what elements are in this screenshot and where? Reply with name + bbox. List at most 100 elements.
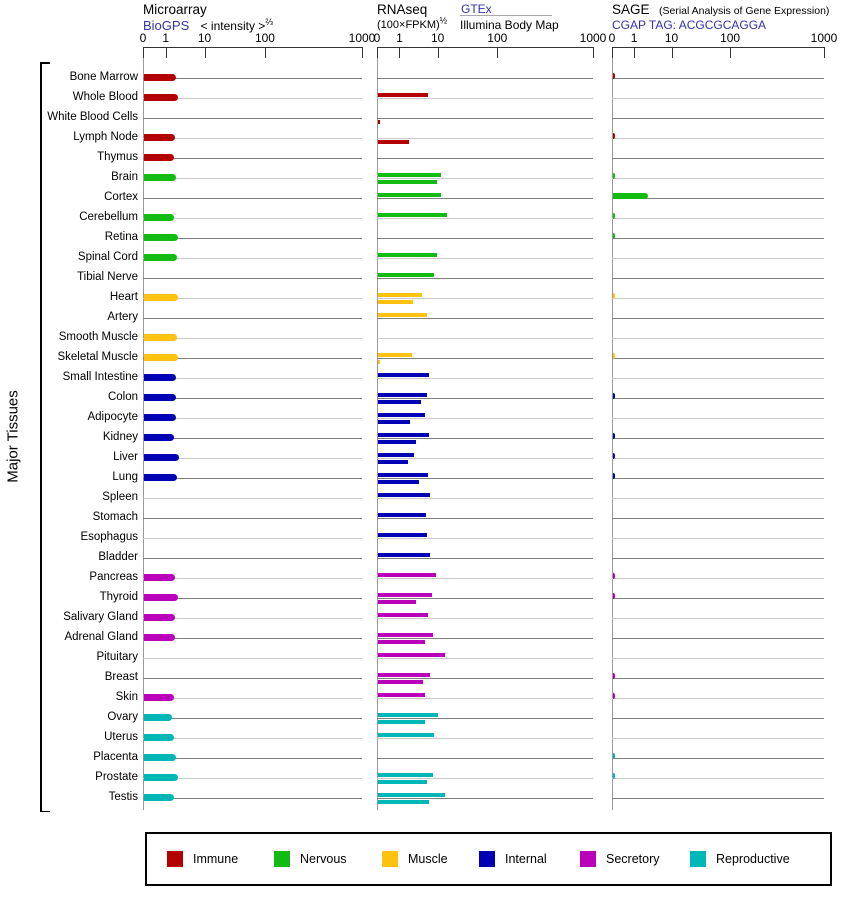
tissue-label: Artery xyxy=(107,311,138,323)
row-line xyxy=(612,498,824,499)
rnaseq-illumina-bar xyxy=(378,140,410,144)
row-line xyxy=(143,138,362,139)
row-line xyxy=(377,378,593,379)
axis-tick xyxy=(497,47,499,58)
row-line xyxy=(377,138,593,139)
row-line xyxy=(612,418,824,419)
legend-swatch-muscle xyxy=(382,851,398,867)
row-line xyxy=(377,78,593,79)
rnaseq-gtex-bar xyxy=(378,633,433,637)
rnaseq-gtex-bar xyxy=(378,493,430,497)
row-line xyxy=(143,578,362,579)
rnaseq-unit-exponent: ½ xyxy=(439,15,448,26)
axis-baseline xyxy=(377,47,594,48)
row-line xyxy=(612,198,824,199)
sage-subtitle: (Serial Analysis of Gene Expression) xyxy=(659,5,830,17)
sage-title: SAGE xyxy=(612,2,650,17)
row-line xyxy=(377,558,593,559)
gtex-link[interactable]: GTEx xyxy=(461,2,492,16)
row-line xyxy=(377,278,593,279)
sage-bar xyxy=(613,453,616,459)
tissue-label: Prostate xyxy=(95,771,138,783)
tissue-label: Small Intestine xyxy=(62,371,138,383)
tissue-label: Skin xyxy=(115,691,138,703)
rnaseq-gtex-bar xyxy=(378,193,442,197)
microarray-bar xyxy=(144,254,177,261)
row-line xyxy=(377,758,593,759)
row-line xyxy=(143,558,362,559)
tissue-label: Ovary xyxy=(107,711,138,723)
row-line xyxy=(612,638,824,639)
cgap-tag-link[interactable]: CGAP TAG: ACGCGCAGGA xyxy=(612,18,767,32)
row-line xyxy=(143,398,362,399)
row-line xyxy=(143,678,362,679)
tissue-label: Retina xyxy=(104,231,138,243)
row-line xyxy=(377,538,593,539)
row-line xyxy=(377,98,593,99)
row-line xyxy=(377,598,593,599)
rnaseq-gtex-bar xyxy=(378,433,430,437)
axis-tick xyxy=(824,47,825,58)
microarray-bar xyxy=(144,294,178,301)
row-line xyxy=(143,518,362,519)
axis-tick-label: 10 xyxy=(197,31,212,45)
tissue-label: Salivary Gland xyxy=(63,611,138,623)
row-line xyxy=(377,638,593,639)
rnaseq-gtex-bar xyxy=(378,653,446,657)
row-line xyxy=(377,738,593,739)
row-line xyxy=(612,658,824,659)
tissue-label: White Blood Cells xyxy=(47,111,138,123)
row-line xyxy=(377,438,593,439)
microarray-bar xyxy=(144,234,179,241)
microarray-bar xyxy=(144,594,179,601)
row-line xyxy=(143,438,362,439)
sage-bar xyxy=(613,233,616,239)
tissue-bracket-bottom-arm xyxy=(40,810,50,812)
axis-tick-label: 1 xyxy=(162,31,170,45)
rnaseq-gtex-bar xyxy=(378,673,430,677)
sage-bar xyxy=(613,473,616,479)
row-line xyxy=(612,218,824,219)
axis-tick xyxy=(377,47,378,58)
tissue-label: Cerebellum xyxy=(79,211,138,223)
microarray-bar xyxy=(144,334,177,341)
panel-left-border xyxy=(612,47,613,810)
rnaseq-gtex-bar xyxy=(378,473,428,477)
row-line xyxy=(377,338,593,339)
tissue-bracket-top-arm xyxy=(40,62,50,64)
rnaseq-illumina-bar xyxy=(378,600,417,604)
rnaseq-gtex-bar xyxy=(378,513,426,517)
tissue-label: Heart xyxy=(109,291,138,303)
microarray-bar xyxy=(144,634,175,641)
tissue-label: Uterus xyxy=(104,731,138,743)
row-line xyxy=(377,258,593,259)
rnaseq-gtex-bar xyxy=(378,393,427,397)
tissue-label: Breast xyxy=(104,671,138,683)
microarray-bar xyxy=(144,74,176,81)
row-line xyxy=(377,478,593,479)
row-line xyxy=(377,238,593,239)
microarray-bar xyxy=(144,574,175,581)
biogps-link[interactable]: BioGPS xyxy=(143,18,190,33)
axis-tick xyxy=(437,47,439,58)
rnaseq-gtex-bar xyxy=(378,533,428,537)
row-line xyxy=(143,378,362,379)
rnaseq-illumina-bar xyxy=(378,640,426,644)
axis-tick-label: 1 xyxy=(396,31,403,45)
axis-tick-label: 100 xyxy=(487,31,508,45)
rnaseq-gtex-bar xyxy=(378,93,429,97)
row-line xyxy=(377,518,593,519)
row-line xyxy=(377,298,593,299)
row-line xyxy=(377,718,593,719)
legend-swatch-reproductive xyxy=(690,851,706,867)
row-line xyxy=(377,118,593,119)
row-line xyxy=(143,78,362,79)
tissue-label: Liver xyxy=(113,451,138,463)
tissue-label: Spleen xyxy=(102,491,138,503)
row-line xyxy=(143,318,362,319)
axis-tick xyxy=(165,47,167,58)
sage-bar xyxy=(613,593,616,599)
microarray-bar xyxy=(144,374,176,381)
tissue-label: Testis xyxy=(108,791,138,803)
legend-swatch-immune xyxy=(167,851,183,867)
